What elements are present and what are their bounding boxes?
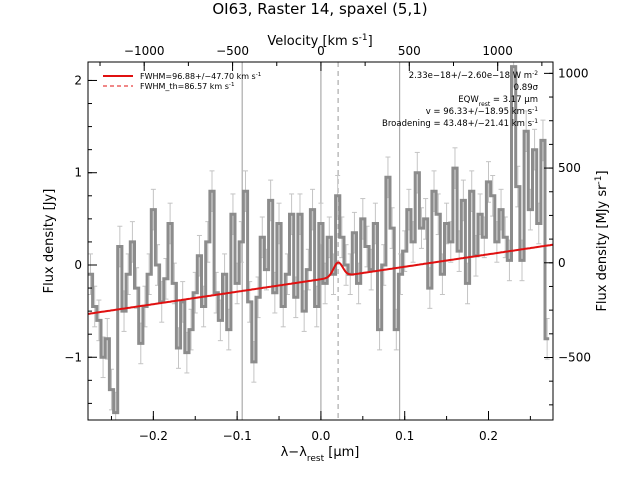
right-tick-label: 1000 (558, 66, 589, 80)
fit-series (87, 243, 554, 315)
spectrum-line (88, 65, 550, 415)
x-axis-top: −1000 −500 0 500 1000 (99, 44, 543, 71)
x-tick-label: −0.1 (223, 429, 252, 443)
legend-label: FWHM=96.88+/−47.70 km s-1 (140, 72, 262, 81)
x-tick-label: 0.2 (479, 429, 498, 443)
y-axis-label-left: Flux density [Jy] (42, 189, 57, 294)
top-tick-label: −500 (216, 44, 249, 58)
legend-label: FWHM_th=86.57 km s-1 (140, 82, 235, 91)
top-tick-label: 0 (317, 44, 325, 58)
y-axis-label-right: Flux density [MJy sr-1] (594, 170, 610, 311)
y-axis-right: −500 0 500 1000 (544, 66, 591, 406)
x-axis-label: λ−λrest [μm] (281, 445, 360, 464)
broadening-annotation: Broadening = 43.48+/−21.41 km s-1 (382, 118, 538, 130)
top-tick-label: 1000 (482, 44, 513, 58)
x-tick-label: 0.1 (395, 429, 414, 443)
plot-area (87, 61, 554, 421)
top-tick-label: 500 (398, 44, 421, 58)
chart-title: OI63, Raster 14, spaxel (5,1) (212, 0, 427, 18)
y-tick-label: 0 (74, 258, 82, 272)
top-tick-label: −1000 (124, 44, 165, 58)
fit-line (87, 243, 554, 315)
sigma-annotation: 0.89σ (514, 83, 539, 93)
x-tick-label: 0.0 (311, 429, 330, 443)
y-tick-label: −1 (64, 350, 82, 364)
right-tick-label: 500 (558, 161, 581, 175)
y-tick-label: 2 (74, 73, 82, 87)
spectrum-series (88, 65, 550, 415)
x-axis-bottom: −0.2 −0.1 0.0 0.1 0.2 (110, 411, 531, 443)
y-tick-label: 1 (74, 166, 82, 180)
x-tick-label: −0.2 (139, 429, 168, 443)
right-tick-label: −500 (558, 350, 591, 364)
right-tick-label: 0 (558, 256, 566, 270)
top-axis-label: Velocity [km s-1] (267, 33, 372, 49)
eqw-annotation: EQWrest = 3.17 μm (458, 95, 538, 108)
y-axis-left: −1 0 1 2 (64, 73, 97, 404)
fit-annotations: 2.33e−18+/−2.60e−18 W m-20.89σ EQWrest = … (382, 70, 539, 130)
flux-annotation: 2.33e−18+/−2.60e−18 W m-2 (409, 70, 539, 82)
velocity-annotation: v = 96.33+/−18.95 km s-1 (426, 106, 539, 118)
